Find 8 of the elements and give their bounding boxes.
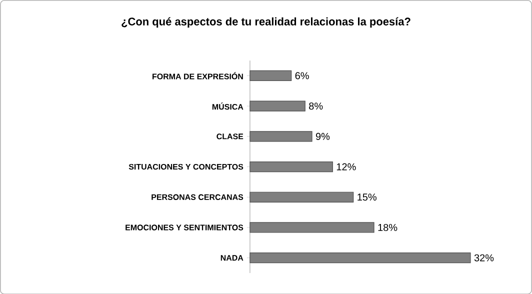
chart-title: ¿Con qué aspectos de tu realidad relacionas la poesía? (122, 17, 410, 28)
data-label: 9% (316, 132, 330, 140)
data-label: 8% (309, 102, 323, 110)
data-label: 18% (378, 224, 398, 231)
data-label: 6% (295, 72, 309, 80)
data-label: 12% (336, 163, 356, 170)
data-label: 15% (358, 193, 376, 200)
data-label: 32% (474, 254, 494, 262)
